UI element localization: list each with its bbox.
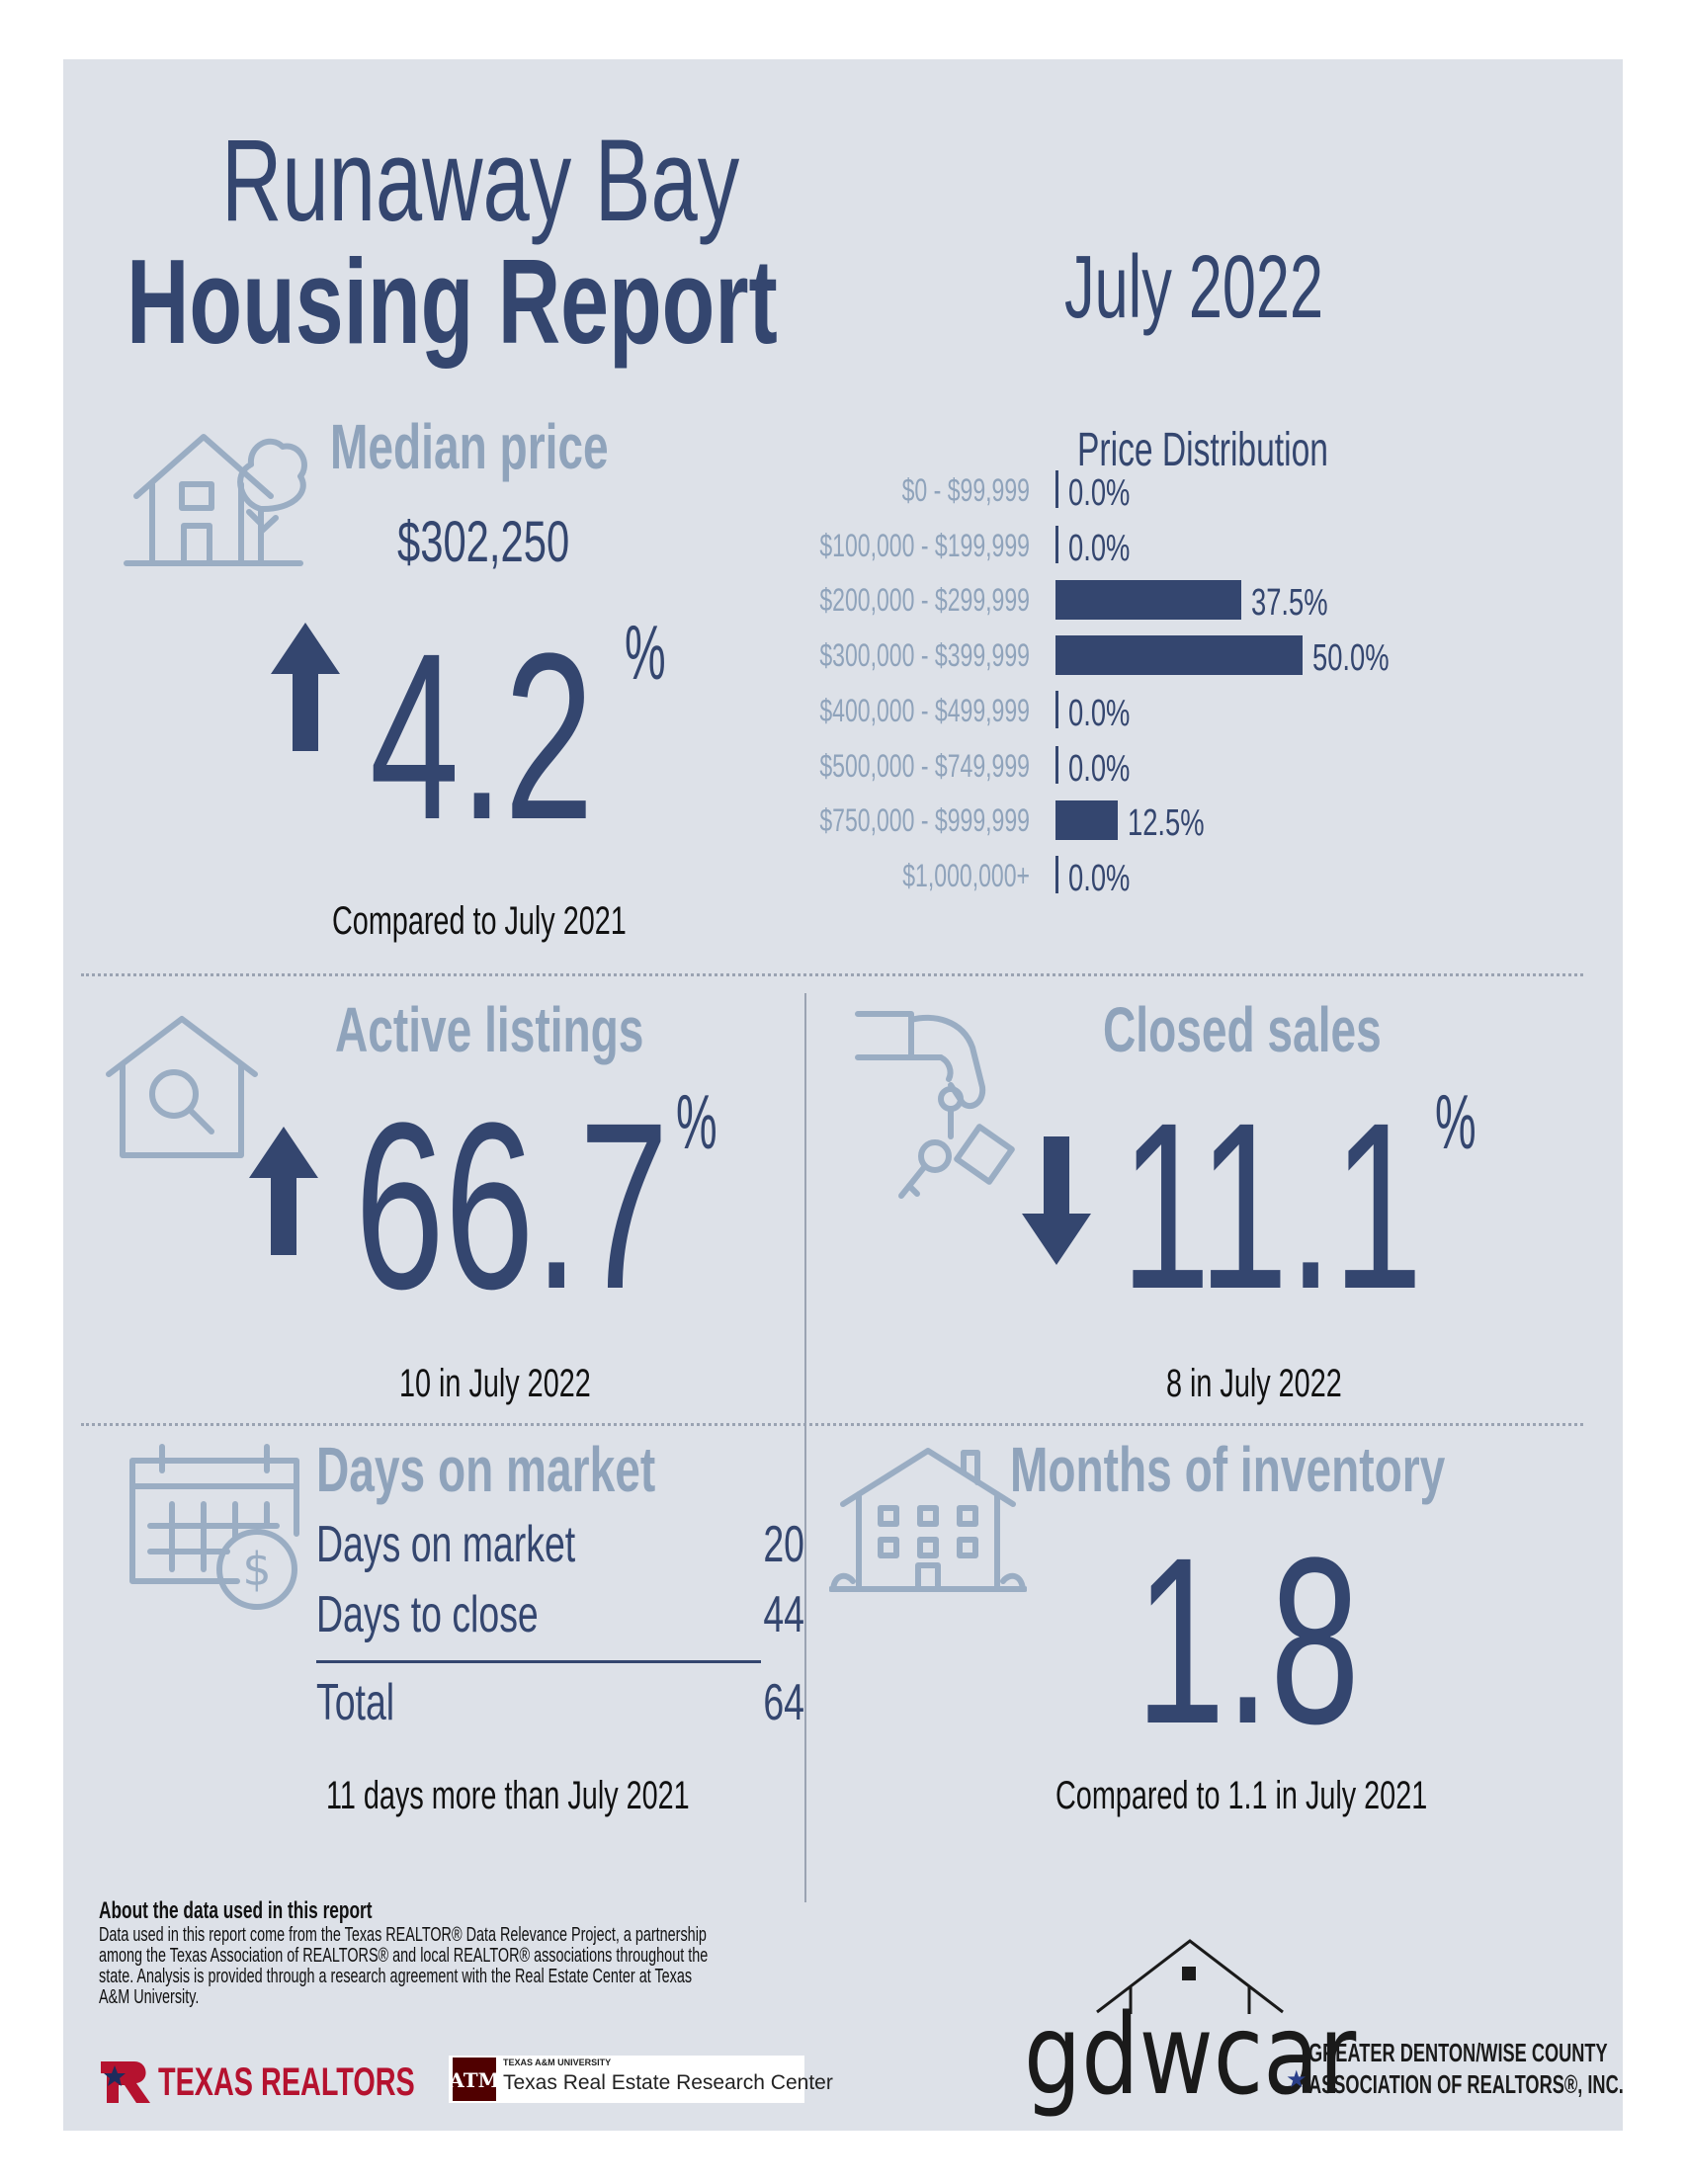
arrow-down-icon xyxy=(1022,1136,1091,1265)
active-listings-percent-symbol: % xyxy=(676,1078,717,1165)
active-listings-label: Active listings xyxy=(335,994,644,1065)
price-distribution-value: 0.0% xyxy=(1068,857,1131,899)
about-heading: About the data used in this report xyxy=(99,1897,373,1924)
days-on-market-row-label: Days on market xyxy=(316,1516,576,1573)
price-range-label: $1,000,000+ xyxy=(902,857,1030,893)
price-range-label: $500,000 - $749,999 xyxy=(819,747,1030,784)
svg-text:$: $ xyxy=(242,1543,271,1596)
price-distribution-row: $300,000 - $399,999 50.0% xyxy=(63,630,1623,679)
gdwcar-logo: gdwcar xyxy=(1024,1991,1357,2120)
price-range-label: $400,000 - $499,999 xyxy=(819,692,1030,728)
months-of-inventory-title: Months of inventory xyxy=(1010,1434,1446,1505)
report-month: July 2022 xyxy=(1064,238,1323,337)
price-distribution-bar xyxy=(1055,690,1058,728)
price-range-label: $100,000 - $199,999 xyxy=(819,527,1030,563)
closed-sales-change: 11.1 xyxy=(1121,1073,1423,1338)
about-body: Data used in this report come from the T… xyxy=(99,1924,709,2008)
price-distribution-row: $1,000,000+ 0.0% xyxy=(63,850,1623,899)
texas-realtors-logo: TEXAS REALTORS xyxy=(158,2060,415,2104)
gdwcar-name-line1: GREATER DENTON/WISE COUNTY xyxy=(1308,2038,1608,2067)
tamu-university-label: TEXAS A&M UNIVERSITY xyxy=(503,2058,612,2067)
page-title-line2: Housing Report xyxy=(127,234,778,369)
report-card: Runaway Bay Housing Report July 2022 Med… xyxy=(63,59,1624,2131)
arrow-up-icon xyxy=(249,1127,318,1255)
arrow-up-icon xyxy=(271,623,340,751)
price-distribution-value: 0.0% xyxy=(1068,527,1131,569)
median-price-change: 4.2 xyxy=(370,604,594,869)
price-distribution-bar xyxy=(1055,745,1058,784)
days-total-rule xyxy=(316,1660,761,1663)
price-distribution-row: $400,000 - $499,999 0.0% xyxy=(63,685,1623,734)
calendar-dollar-icon: $ xyxy=(129,1444,299,1610)
price-distribution-bar xyxy=(1055,635,1303,676)
price-distribution-bar xyxy=(1055,525,1058,563)
apartment-building-icon xyxy=(829,1448,1027,1592)
price-distribution-bar xyxy=(1055,580,1241,621)
price-distribution-value: 50.0% xyxy=(1312,637,1390,680)
price-distribution-value: 0.0% xyxy=(1068,472,1131,514)
days-to-close-row-label: Days to close xyxy=(316,1586,539,1643)
price-distribution-row: $200,000 - $299,999 37.5% xyxy=(63,574,1623,624)
star-icon: ★ xyxy=(1286,2066,1307,2093)
price-distribution-bar xyxy=(1055,800,1118,841)
months-of-inventory-comparison: Compared to 1.1 in July 2021 xyxy=(1055,1774,1428,1817)
price-distribution-bar xyxy=(1055,855,1058,893)
tamu-logo-icon: ATM xyxy=(453,2058,496,2101)
price-distribution-value: 0.0% xyxy=(1068,692,1131,734)
house-tree-icon xyxy=(124,434,307,566)
price-distribution-row: $750,000 - $999,999 12.5% xyxy=(63,795,1623,844)
price-distribution-row: $0 - $99,999 0.0% xyxy=(63,464,1623,514)
median-price-label: Median price xyxy=(330,411,609,482)
tamu-center-label: Texas Real Estate Research Center xyxy=(503,2071,833,2094)
price-range-label: $750,000 - $999,999 xyxy=(819,802,1030,839)
days-total-value: 64 xyxy=(763,1674,804,1731)
active-listings-change: 66.7 xyxy=(355,1073,669,1338)
divider-vertical xyxy=(804,993,806,1902)
price-range-label: $200,000 - $299,999 xyxy=(819,582,1030,619)
days-on-market-title: Days on market xyxy=(316,1434,656,1505)
hand-keys-icon xyxy=(855,1011,1015,1199)
days-on-market-row-value: 20 xyxy=(763,1516,804,1573)
price-range-label: $0 - $99,999 xyxy=(901,472,1030,508)
house-search-icon xyxy=(106,1016,258,1158)
tamu-logo-box xyxy=(449,2056,804,2103)
price-distribution-row: $100,000 - $199,999 0.0% xyxy=(63,520,1623,569)
texas-realtors-logo-icon xyxy=(101,2061,150,2103)
price-range-label: $300,000 - $399,999 xyxy=(819,637,1030,674)
closed-sales-comparison: 8 in July 2022 xyxy=(1166,1362,1342,1405)
days-to-close-row-value: 44 xyxy=(763,1586,804,1643)
divider-middle xyxy=(81,1423,1583,1426)
active-listings-comparison: 10 in July 2022 xyxy=(399,1362,591,1405)
price-distribution-bar xyxy=(1055,470,1058,508)
price-distribution-value: 12.5% xyxy=(1128,802,1205,845)
closed-sales-percent-symbol: % xyxy=(1435,1078,1476,1165)
page-title-line1: Runaway Bay xyxy=(221,116,740,246)
median-price-percent-symbol: % xyxy=(625,609,666,696)
days-on-market-comparison: 11 days more than July 2021 xyxy=(326,1774,690,1817)
median-price-value: $302,250 xyxy=(397,510,570,574)
gdwcar-name-line2: ASSOCIATION OF REALTORS®, INC. xyxy=(1308,2069,1624,2099)
price-distribution-row: $500,000 - $749,999 0.0% xyxy=(63,740,1623,790)
months-of-inventory-value: 1.8 xyxy=(1136,1508,1360,1773)
price-distribution-value: 0.0% xyxy=(1068,747,1131,790)
price-distribution-title: Price Distribution xyxy=(1077,424,1328,476)
median-price-comparison: Compared to July 2021 xyxy=(332,899,627,943)
divider-top xyxy=(81,973,1583,976)
days-total-label: Total xyxy=(316,1674,395,1731)
closed-sales-label: Closed sales xyxy=(1103,994,1382,1065)
price-distribution-value: 37.5% xyxy=(1251,582,1328,625)
gdwcar-roof-icon xyxy=(1096,1939,1284,2014)
svg-text:ATM: ATM xyxy=(453,2068,496,2092)
